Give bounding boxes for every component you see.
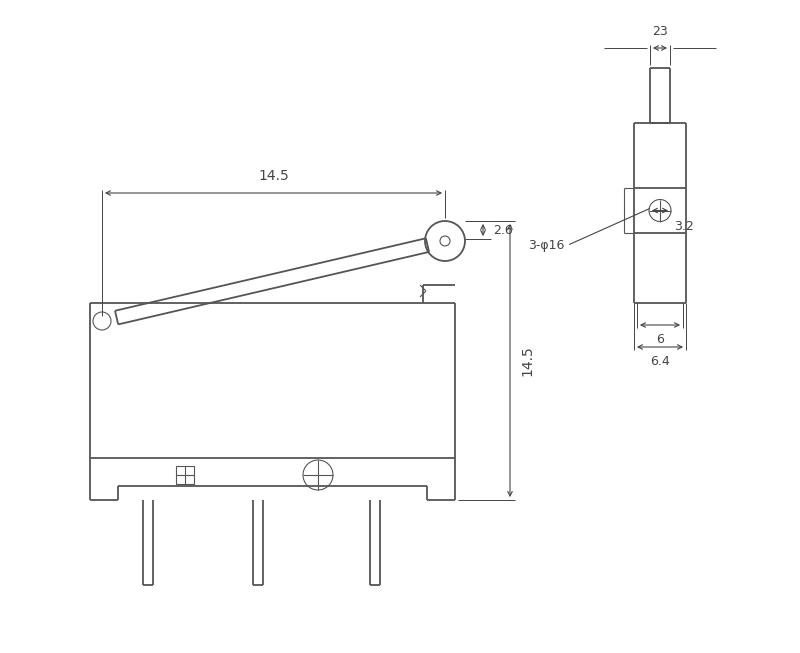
Text: 14.5: 14.5 [258,169,289,183]
Text: 23: 23 [652,25,668,38]
Text: 14.5: 14.5 [520,345,534,376]
Text: 6: 6 [656,333,664,346]
Text: 3-φ16: 3-φ16 [528,239,564,252]
Text: 3.2: 3.2 [674,221,694,234]
Bar [176,466,194,484]
Text: 2.6: 2.6 [493,223,513,236]
Text: 6.4: 6.4 [650,355,670,368]
